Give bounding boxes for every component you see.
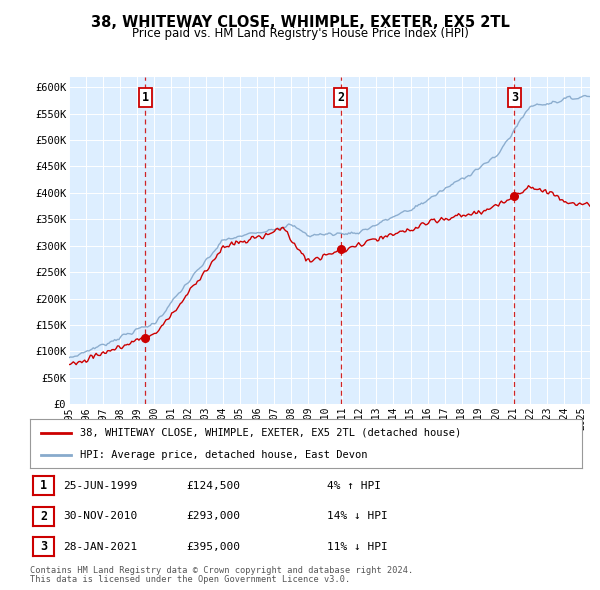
Text: 4% ↑ HPI: 4% ↑ HPI [327,481,381,490]
Text: 14% ↓ HPI: 14% ↓ HPI [327,512,388,521]
Text: 28-JAN-2021: 28-JAN-2021 [63,542,137,552]
Text: Contains HM Land Registry data © Crown copyright and database right 2024.: Contains HM Land Registry data © Crown c… [30,566,413,575]
Text: 1: 1 [142,91,149,104]
Text: 11% ↓ HPI: 11% ↓ HPI [327,542,388,552]
Text: 3: 3 [511,91,518,104]
Text: £293,000: £293,000 [186,512,240,521]
Text: 30-NOV-2010: 30-NOV-2010 [63,512,137,521]
Text: 25-JUN-1999: 25-JUN-1999 [63,481,137,490]
Text: 2: 2 [40,510,47,523]
Text: HPI: Average price, detached house, East Devon: HPI: Average price, detached house, East… [80,450,367,460]
Text: 1: 1 [40,479,47,492]
Text: Price paid vs. HM Land Registry's House Price Index (HPI): Price paid vs. HM Land Registry's House … [131,27,469,40]
Text: £124,500: £124,500 [186,481,240,490]
Text: 3: 3 [40,540,47,553]
Text: This data is licensed under the Open Government Licence v3.0.: This data is licensed under the Open Gov… [30,575,350,584]
Text: 38, WHITEWAY CLOSE, WHIMPLE, EXETER, EX5 2TL: 38, WHITEWAY CLOSE, WHIMPLE, EXETER, EX5… [91,15,509,30]
Text: 2: 2 [337,91,344,104]
Text: 38, WHITEWAY CLOSE, WHIMPLE, EXETER, EX5 2TL (detached house): 38, WHITEWAY CLOSE, WHIMPLE, EXETER, EX5… [80,428,461,438]
Text: £395,000: £395,000 [186,542,240,552]
